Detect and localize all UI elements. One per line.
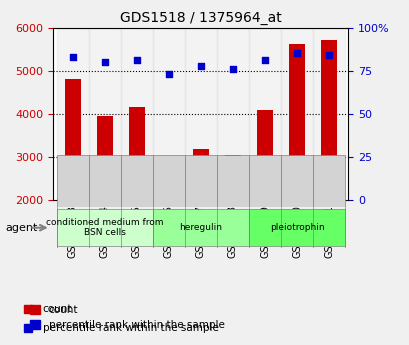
FancyBboxPatch shape — [88, 155, 120, 207]
Point — [261, 58, 268, 63]
Point — [69, 54, 76, 60]
Point — [197, 63, 204, 68]
Bar — [225, 155, 240, 200]
Text: agent: agent — [5, 223, 38, 233]
FancyBboxPatch shape — [216, 155, 248, 207]
Title: GDS1518 / 1375964_at: GDS1518 / 1375964_at — [120, 11, 281, 25]
Bar — [153, 28, 184, 200]
Bar — [88, 28, 120, 200]
Bar — [120, 28, 153, 200]
Bar — [128, 107, 144, 200]
Point — [229, 66, 236, 72]
FancyBboxPatch shape — [248, 155, 281, 207]
Text: heregulin: heregulin — [179, 223, 222, 232]
Bar — [184, 28, 216, 200]
Point — [165, 71, 172, 77]
FancyBboxPatch shape — [56, 209, 153, 246]
Bar — [248, 28, 281, 200]
Bar — [97, 116, 112, 200]
Bar — [56, 28, 88, 200]
Point — [325, 52, 332, 58]
FancyBboxPatch shape — [248, 209, 344, 246]
Point — [101, 59, 108, 65]
Text: pleiotrophin: pleiotrophin — [269, 223, 324, 232]
Bar — [216, 28, 248, 200]
Text: percentile rank within the sample: percentile rank within the sample — [43, 323, 218, 333]
FancyBboxPatch shape — [281, 155, 312, 207]
Bar — [320, 40, 337, 200]
Bar — [192, 149, 209, 200]
FancyBboxPatch shape — [184, 155, 216, 207]
Point — [293, 51, 300, 56]
Point — [133, 58, 139, 63]
Bar — [160, 176, 176, 200]
Bar — [256, 109, 272, 200]
Bar — [288, 44, 304, 200]
Legend: count, percentile rank within the sample: count, percentile rank within the sample — [26, 300, 228, 334]
Bar — [281, 28, 312, 200]
FancyBboxPatch shape — [56, 155, 88, 207]
FancyBboxPatch shape — [153, 209, 248, 246]
FancyBboxPatch shape — [153, 155, 184, 207]
Bar — [312, 28, 344, 200]
FancyBboxPatch shape — [312, 155, 344, 207]
Bar — [64, 79, 81, 200]
Text: count: count — [43, 304, 72, 314]
Text: conditioned medium from
BSN cells: conditioned medium from BSN cells — [46, 218, 163, 237]
FancyBboxPatch shape — [120, 155, 153, 207]
